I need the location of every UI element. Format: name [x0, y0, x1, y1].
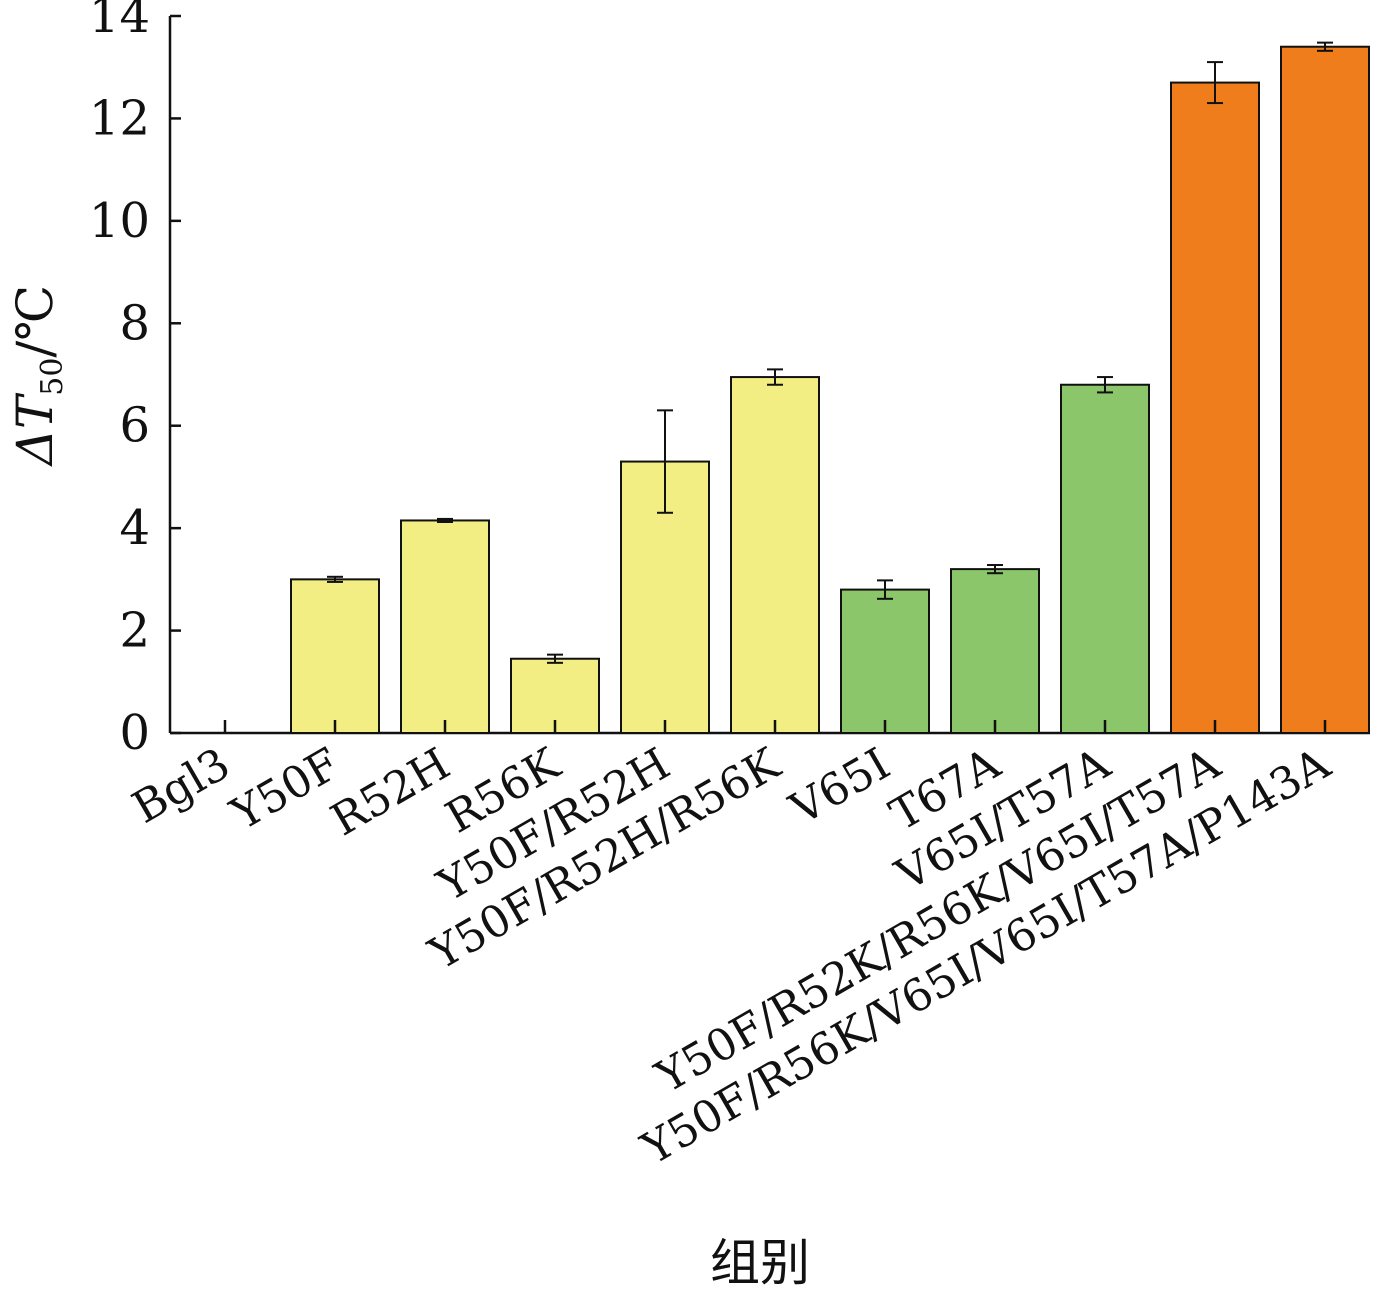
- error-bar: [547, 653, 563, 664]
- error-bar: [657, 409, 673, 514]
- y-tick-label: 12: [89, 90, 150, 146]
- y-tick-label: 4: [119, 500, 150, 556]
- y-tick-label: 6: [119, 398, 150, 454]
- bar: [950, 568, 1040, 734]
- error-bar: [1097, 376, 1113, 394]
- bar: [1170, 81, 1260, 735]
- error-bar: [437, 517, 453, 523]
- bar: [1280, 45, 1370, 734]
- category-labels: Bgl3Y50FR52HR56KY50F/R52HY50F/R52H/R56KV…: [124, 738, 1339, 1175]
- category-label: R52H: [323, 738, 459, 846]
- bar: [290, 578, 380, 734]
- error-bar: [767, 368, 783, 386]
- y-tick-label: 14: [89, 0, 150, 44]
- bars: [290, 45, 1370, 735]
- x-ticks: [223, 720, 1327, 733]
- error-bar: [877, 579, 893, 600]
- y-axis-title-suffix: /℃: [6, 285, 64, 358]
- bar: [840, 588, 930, 734]
- category-label: V65I: [781, 738, 898, 835]
- y-axis-title-prefix: ΔT: [6, 392, 64, 467]
- y-ticks: 0 2 4 6 8 10 12 14: [89, 0, 181, 761]
- bar: [730, 376, 820, 734]
- y-tick-label: 2: [119, 603, 150, 659]
- x-axis-title: 组别: [710, 1234, 810, 1291]
- y-tick-label: 0: [119, 705, 150, 761]
- y-tick-label: 10: [89, 193, 150, 249]
- category-label: Y50F: [222, 738, 348, 840]
- error-bars: [327, 41, 1333, 664]
- error-bar: [987, 564, 1003, 575]
- error-bar: [1317, 41, 1333, 52]
- error-bar: [1207, 61, 1223, 105]
- y-axis-title: ΔT50/℃: [6, 285, 70, 467]
- bar: [400, 519, 490, 734]
- error-bar: [327, 575, 343, 583]
- y-axis-title-subscript: 50: [35, 358, 70, 396]
- y-tick-label: 8: [119, 295, 150, 351]
- bar: [1060, 383, 1150, 734]
